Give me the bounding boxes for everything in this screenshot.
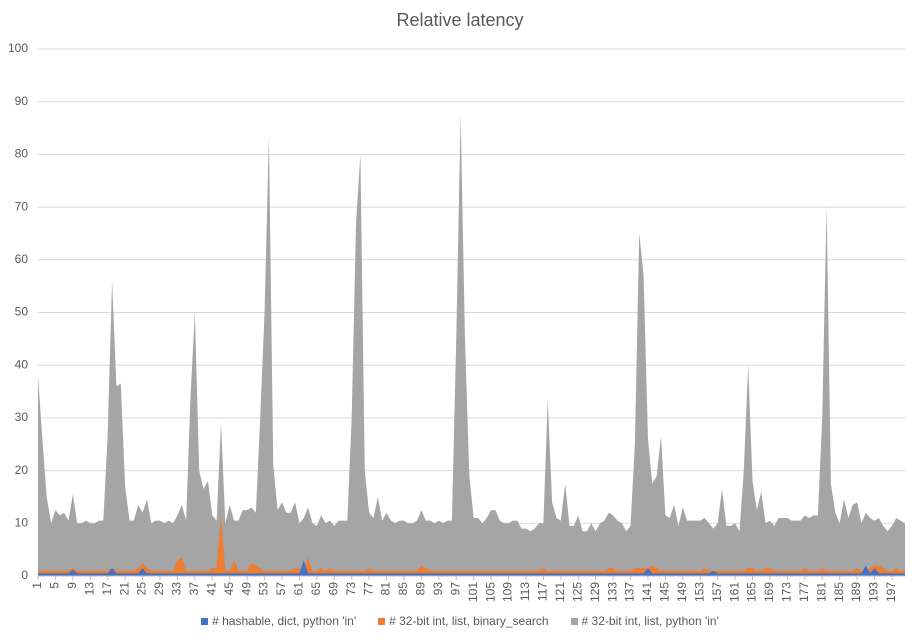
x-tick-label: 37 <box>187 582 201 596</box>
y-tick-label: 70 <box>15 199 29 213</box>
x-tick-label: 117 <box>536 582 550 601</box>
legend-item: # 32-bit int, list, python 'in' <box>570 614 719 628</box>
x-tick-label: 145 <box>658 582 672 602</box>
x-tick-label: 149 <box>675 582 689 602</box>
x-tick-label: 133 <box>605 582 619 602</box>
chart-title: Relative latency <box>396 10 523 30</box>
x-tick-label: 29 <box>152 582 166 596</box>
x-tick-label: 193 <box>867 582 881 602</box>
area <box>38 114 905 576</box>
x-tick-label: 73 <box>344 582 358 596</box>
x-tick-label: 69 <box>326 582 340 596</box>
x-tick-label: 97 <box>448 582 462 596</box>
x-tick-label: 1 <box>30 582 44 589</box>
x-tick-label: 153 <box>692 582 706 602</box>
y-tick-label: 10 <box>15 515 29 529</box>
x-tick-label: 113 <box>518 582 532 601</box>
x-tick-label: 89 <box>414 582 428 596</box>
x-tick-label: 77 <box>361 582 375 596</box>
x-tick-label: 17 <box>100 582 114 596</box>
x-tick-label: 41 <box>204 582 218 596</box>
x-tick-label: 157 <box>710 582 724 602</box>
y-tick-label: 20 <box>15 463 29 477</box>
y-tick-label: 100 <box>8 41 28 55</box>
x-tick-label: 65 <box>309 582 323 596</box>
legend-item: # 32-bit int, list, binary_search <box>378 614 549 628</box>
x-tick-label: 197 <box>884 582 898 602</box>
x-tick-label: 33 <box>170 582 184 596</box>
x-tick-label: 161 <box>727 582 741 602</box>
x-tick-label: 45 <box>222 582 236 596</box>
legend-item: # hashable, dict, python 'in' <box>201 614 356 628</box>
x-tick-label: 81 <box>379 582 393 596</box>
x-tick-label: 121 <box>553 582 567 602</box>
x-tick-label: 93 <box>431 582 445 596</box>
legend-swatch <box>378 617 386 625</box>
x-tick-label: 53 <box>257 582 271 596</box>
y-tick-label: 0 <box>21 568 28 582</box>
x-tick-label: 169 <box>762 582 776 602</box>
x-tick-label: 129 <box>588 582 602 602</box>
y-tick-label: 30 <box>15 410 29 424</box>
x-tick-label: 181 <box>814 582 828 602</box>
y-tick-label: 80 <box>15 147 29 161</box>
x-tick-label: 9 <box>65 582 79 589</box>
x-tick-label: 25 <box>135 582 149 596</box>
legend-swatch <box>570 617 578 625</box>
y-tick-label: 50 <box>15 305 29 319</box>
x-tick-label: 21 <box>117 582 131 596</box>
x-tick-label: 49 <box>239 582 253 596</box>
x-tick-label: 61 <box>292 582 306 596</box>
x-tick-label: 109 <box>501 582 515 602</box>
x-tick-label: 5 <box>48 582 62 589</box>
x-tick-label: 177 <box>797 582 811 602</box>
y-tick-label: 90 <box>15 94 29 108</box>
area <box>38 560 905 576</box>
x-tick-label: 85 <box>396 582 410 596</box>
legend-label: # 32-bit int, list, binary_search <box>389 614 549 628</box>
x-tick-label: 165 <box>745 582 759 602</box>
x-tick-label: 141 <box>640 582 654 602</box>
legend-label: # hashable, dict, python 'in' <box>212 614 357 628</box>
legend-swatch <box>201 617 209 625</box>
x-tick-label: 173 <box>780 582 794 602</box>
legend: # hashable, dict, python 'in' # 32-bit in… <box>0 614 920 628</box>
x-tick-label: 105 <box>483 582 497 602</box>
x-tick-label: 101 <box>466 582 480 602</box>
x-tick-label: 185 <box>832 582 846 602</box>
x-tick-label: 189 <box>849 582 863 602</box>
y-tick-label: 60 <box>15 252 29 266</box>
x-tick-label: 57 <box>274 582 288 596</box>
x-tick-label: 125 <box>570 582 584 602</box>
x-tick-label: 13 <box>82 582 96 596</box>
legend-label: # 32-bit int, list, python 'in' <box>581 614 719 628</box>
x-tick-label: 137 <box>623 582 637 602</box>
y-tick-label: 40 <box>15 357 29 371</box>
